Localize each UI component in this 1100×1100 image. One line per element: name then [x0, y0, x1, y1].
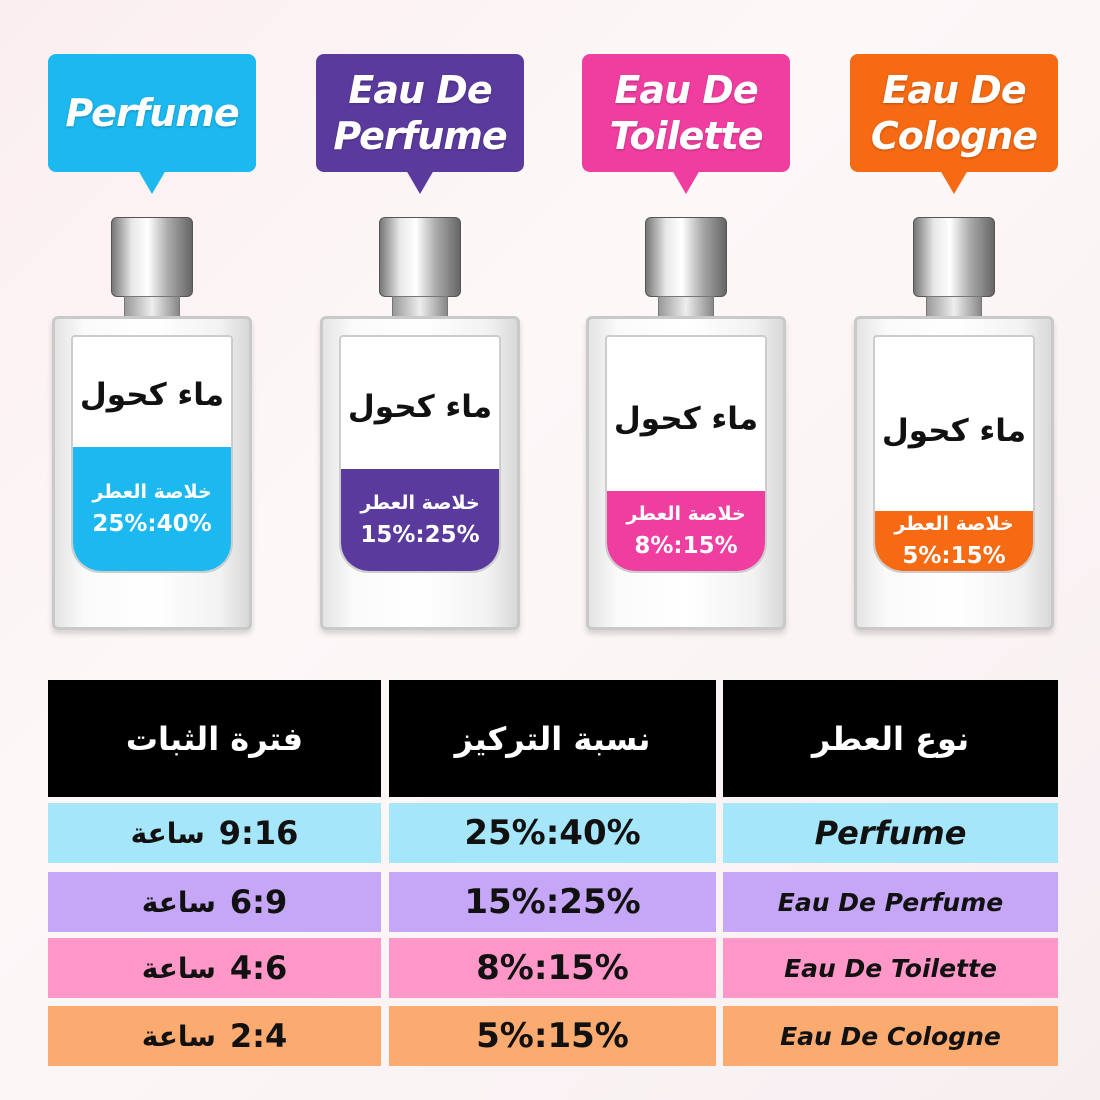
concentration-cell: 8%:15%	[389, 938, 716, 998]
perfume-bottle-icon: ماء كحول خلاصة العطر 8%:15%	[586, 316, 786, 630]
duration-unit: ساعة	[141, 951, 216, 985]
essence-label: خلاصة العطر	[626, 503, 746, 525]
bottle-neck	[658, 296, 714, 318]
bottle-cap-icon	[645, 217, 727, 297]
bottle-cap-icon	[913, 217, 995, 297]
bottle-inner: ماء كحول خلاصة العطر 8%:15%	[605, 335, 767, 573]
essence-concentration: 25%:40%	[92, 511, 212, 537]
bottle-inner: ماء كحول خلاصة العطر 5%:15%	[873, 335, 1035, 573]
bottle-neck	[392, 296, 448, 318]
bottle-neck	[926, 296, 982, 318]
header-duration: فترة الثبات	[48, 680, 381, 797]
duration-unit: ساعة	[130, 816, 205, 850]
duration-hours: 2:4	[229, 1017, 288, 1055]
essence-liquid: خلاصة العطر 15%:25%	[341, 469, 499, 571]
duration-hours: 9:16	[218, 814, 299, 852]
duration-cell: ساعة 6:9	[48, 872, 381, 932]
type-label-line: Eau De	[882, 68, 1026, 112]
type-label-line: Toilette	[609, 114, 763, 158]
essence-label: خلاصة العطر	[894, 513, 1014, 535]
bottle-inner: ماء كحول خلاصة العطر 15%:25%	[339, 335, 501, 573]
perfume-bottle-icon: ماء كحول خلاصة العطر 25%:40%	[52, 316, 252, 630]
type-label-line: Perfume	[333, 114, 507, 158]
concentration-cell: 5%:15%	[389, 1006, 716, 1066]
type-label-bubble: Eau De Perfume	[316, 54, 524, 194]
bottle-cap-icon	[111, 217, 193, 297]
type-label-bubble: Perfume	[48, 54, 256, 194]
type-label: Eau De Perfume	[333, 67, 507, 159]
duration-value: ساعة 4:6	[142, 949, 287, 987]
type-label-line: Cologne	[870, 114, 1038, 158]
type-label-line: Perfume	[65, 91, 239, 135]
essence-liquid: خلاصة العطر 8%:15%	[607, 491, 765, 571]
water-alcohol-label: ماء كحول	[881, 413, 1027, 449]
perfume-bottle-icon: ماء كحول خلاصة العطر 15%:25%	[320, 316, 520, 630]
bottle-column: Eau De Cologne ماء كحول خلاصة العطر 5%:15%	[850, 0, 1058, 640]
duration-unit: ساعة	[141, 1019, 216, 1053]
duration-cell: ساعة 4:6	[48, 938, 381, 998]
duration-unit: ساعة	[141, 885, 216, 919]
bubble-pointer	[138, 170, 166, 194]
duration-cell: ساعة 9:16	[48, 803, 381, 863]
essence-concentration: 15%:25%	[360, 522, 480, 548]
bubble-pointer	[406, 170, 434, 194]
concentration-cell: 15%:25%	[389, 872, 716, 932]
duration-hours: 4:6	[229, 949, 288, 987]
essence-concentration: 5%:15%	[902, 543, 1006, 569]
duration-value: ساعة 2:4	[142, 1017, 287, 1055]
header-type: نوع العطر	[723, 680, 1058, 797]
bottle-column: Eau De Toilette ماء كحول خلاصة العطر 8%:15%	[582, 0, 790, 640]
type-cell: Eau De Toilette	[723, 938, 1058, 998]
concentration-cell: 25%:40%	[389, 803, 716, 863]
type-cell: Eau De Perfume	[723, 872, 1058, 932]
type-label-line: Eau De	[348, 68, 492, 112]
type-label-bubble: Eau De Cologne	[850, 54, 1058, 194]
type-label: Eau De Toilette	[609, 67, 763, 159]
essence-label: خلاصة العطر	[360, 492, 480, 514]
perfume-bottle-icon: ماء كحول خلاصة العطر 5%:15%	[854, 316, 1054, 630]
type-label-bubble: Eau De Toilette	[582, 54, 790, 194]
bottle-cap-icon	[379, 217, 461, 297]
essence-liquid: خلاصة العطر 5%:15%	[875, 511, 1033, 571]
duration-cell: ساعة 2:4	[48, 1006, 381, 1066]
type-label-line: Eau De	[614, 68, 758, 112]
type-label: Perfume	[65, 90, 239, 136]
bottle-neck	[124, 296, 180, 318]
essence-liquid: خلاصة العطر 25%:40%	[73, 447, 231, 571]
essence-label: خلاصة العطر	[92, 481, 212, 503]
water-alcohol-label: ماء كحول	[613, 401, 759, 437]
type-label: Eau De Cologne	[870, 67, 1038, 159]
water-alcohol-label: ماء كحول	[79, 377, 225, 413]
essence-concentration: 8%:15%	[634, 533, 738, 559]
duration-value: ساعة 9:16	[131, 814, 299, 852]
type-cell: Perfume	[723, 803, 1058, 863]
type-cell: Eau De Cologne	[723, 1006, 1058, 1066]
duration-hours: 6:9	[229, 883, 288, 921]
bubble-pointer	[672, 170, 700, 194]
water-alcohol-label: ماء كحول	[347, 389, 493, 425]
header-concentration: نسبة التركيز	[389, 680, 716, 797]
bubble-pointer	[940, 170, 968, 194]
bottle-column: Eau De Perfume ماء كحول خلاصة العطر 15%:25%	[316, 0, 524, 640]
bottle-column: Perfume ماء كحول خلاصة العطر 25%:40%	[48, 0, 256, 640]
bottle-inner: ماء كحول خلاصة العطر 25%:40%	[71, 335, 233, 573]
duration-value: ساعة 6:9	[142, 883, 287, 921]
